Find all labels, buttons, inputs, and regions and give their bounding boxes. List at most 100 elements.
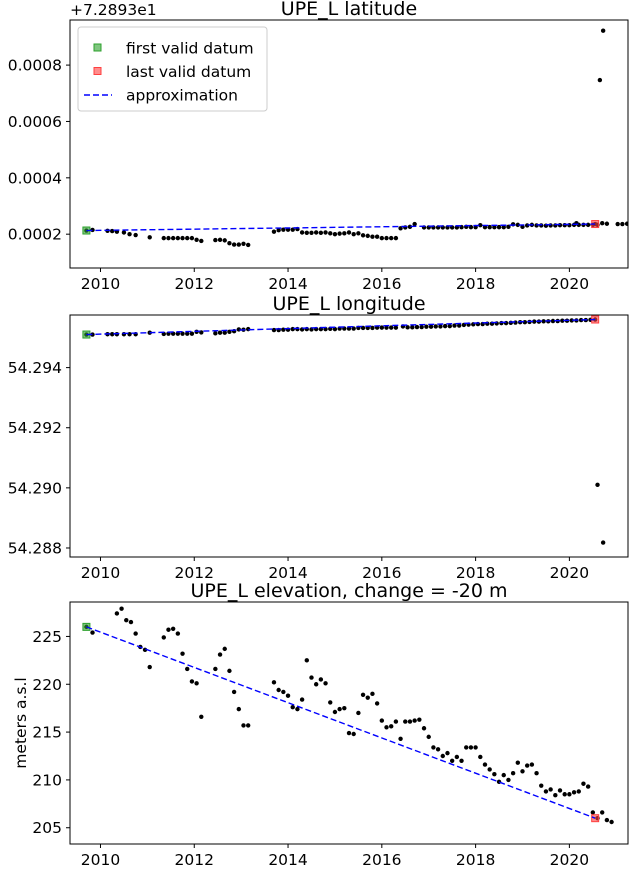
x-tick-label: 2010 xyxy=(81,275,120,293)
data-point xyxy=(445,750,450,756)
data-point xyxy=(189,235,195,241)
data-point xyxy=(290,326,295,332)
data-point xyxy=(421,726,427,731)
data-point xyxy=(313,230,319,235)
legend-label: first valid datum xyxy=(126,40,254,58)
data-point xyxy=(374,701,380,706)
data-point xyxy=(231,689,237,695)
data-point xyxy=(236,706,242,712)
data-point xyxy=(393,719,399,724)
data-point xyxy=(309,675,314,680)
data-point xyxy=(241,723,246,728)
axes-frame xyxy=(69,19,629,269)
axes-frame xyxy=(69,601,629,845)
data-point xyxy=(624,221,628,226)
data-point xyxy=(328,231,333,236)
x-tick-label: 2010 xyxy=(81,564,120,582)
data-point xyxy=(585,222,591,228)
data-point xyxy=(482,762,488,767)
data-point xyxy=(578,317,584,323)
data-point xyxy=(449,758,455,763)
data-point xyxy=(501,772,506,778)
data-point xyxy=(318,230,324,235)
data-point xyxy=(370,691,375,697)
axes-frame xyxy=(69,314,629,558)
data-point xyxy=(510,771,516,776)
data-point xyxy=(389,235,394,241)
data-point xyxy=(332,231,338,237)
y-tick-label: 215 xyxy=(32,724,62,742)
data-point xyxy=(213,237,218,243)
data-point xyxy=(170,235,176,241)
data-point xyxy=(567,222,572,228)
data-point xyxy=(501,224,506,230)
x-tick-label: 2018 xyxy=(456,564,495,582)
data-point xyxy=(543,789,549,794)
data-point xyxy=(133,631,138,636)
data-point xyxy=(299,697,305,702)
data-point xyxy=(468,745,474,750)
data-point xyxy=(217,330,223,335)
data-point xyxy=(630,221,634,225)
data-point xyxy=(539,783,544,788)
data-point xyxy=(562,222,567,228)
data-point xyxy=(548,787,553,792)
data-point xyxy=(615,221,620,227)
data-point xyxy=(114,611,120,616)
data-point xyxy=(600,810,605,815)
x-tick-label: 2014 xyxy=(268,851,307,869)
data-point xyxy=(405,325,410,330)
data-point xyxy=(133,232,138,238)
chart-panel-2: 2010 2012 2014 2016 2018 2020 54.288 54.290 54.2… xyxy=(8,293,629,582)
data-point xyxy=(590,810,596,815)
data-point xyxy=(180,331,185,336)
data-point xyxy=(438,324,443,329)
data-point xyxy=(571,790,577,795)
data-point xyxy=(285,693,291,698)
data-point xyxy=(147,235,152,240)
x-tick-label: 2018 xyxy=(456,275,495,293)
x-tick-label: 2016 xyxy=(362,275,401,293)
data-point xyxy=(231,242,237,247)
data-point xyxy=(189,331,195,336)
data-point xyxy=(487,224,492,230)
data-point xyxy=(166,627,171,632)
data-point xyxy=(374,234,380,239)
data-point xyxy=(440,753,445,759)
data-point xyxy=(337,231,342,236)
data-point xyxy=(534,771,539,776)
data-point xyxy=(414,324,420,330)
data-point xyxy=(431,745,436,750)
chart-title: UPE_L latitude xyxy=(281,0,417,20)
data-point xyxy=(403,719,408,724)
data-point xyxy=(510,222,516,227)
chart-panel-3: 2010 2012 2014 2016 2018 2020 205 210 215 220 225 U… xyxy=(12,580,629,869)
x-tick-label: 2020 xyxy=(550,275,589,293)
data-point xyxy=(424,324,429,329)
data-point xyxy=(271,680,277,685)
data-point xyxy=(562,792,567,797)
chart-title: UPE_L longitude xyxy=(272,293,425,315)
data-point xyxy=(529,762,535,767)
data-point xyxy=(276,687,281,693)
data-point xyxy=(346,230,352,235)
data-point xyxy=(620,221,625,227)
data-point xyxy=(161,635,166,640)
data-point xyxy=(90,630,95,635)
plot-area xyxy=(82,315,606,545)
data-point xyxy=(379,718,385,723)
y-tick-label: 205 xyxy=(32,819,62,837)
data-point xyxy=(447,323,453,329)
data-point xyxy=(389,325,394,330)
data-point xyxy=(365,695,370,700)
y-axis-label: meters a.s.l xyxy=(12,677,30,768)
data-point xyxy=(332,709,338,715)
data-point xyxy=(456,323,462,328)
legend-marker xyxy=(93,67,102,75)
data-point xyxy=(175,631,181,636)
data-point xyxy=(384,235,389,241)
data-point xyxy=(217,652,223,657)
data-point xyxy=(398,736,403,741)
y-offset-text: +7.2893e1 xyxy=(70,1,157,19)
